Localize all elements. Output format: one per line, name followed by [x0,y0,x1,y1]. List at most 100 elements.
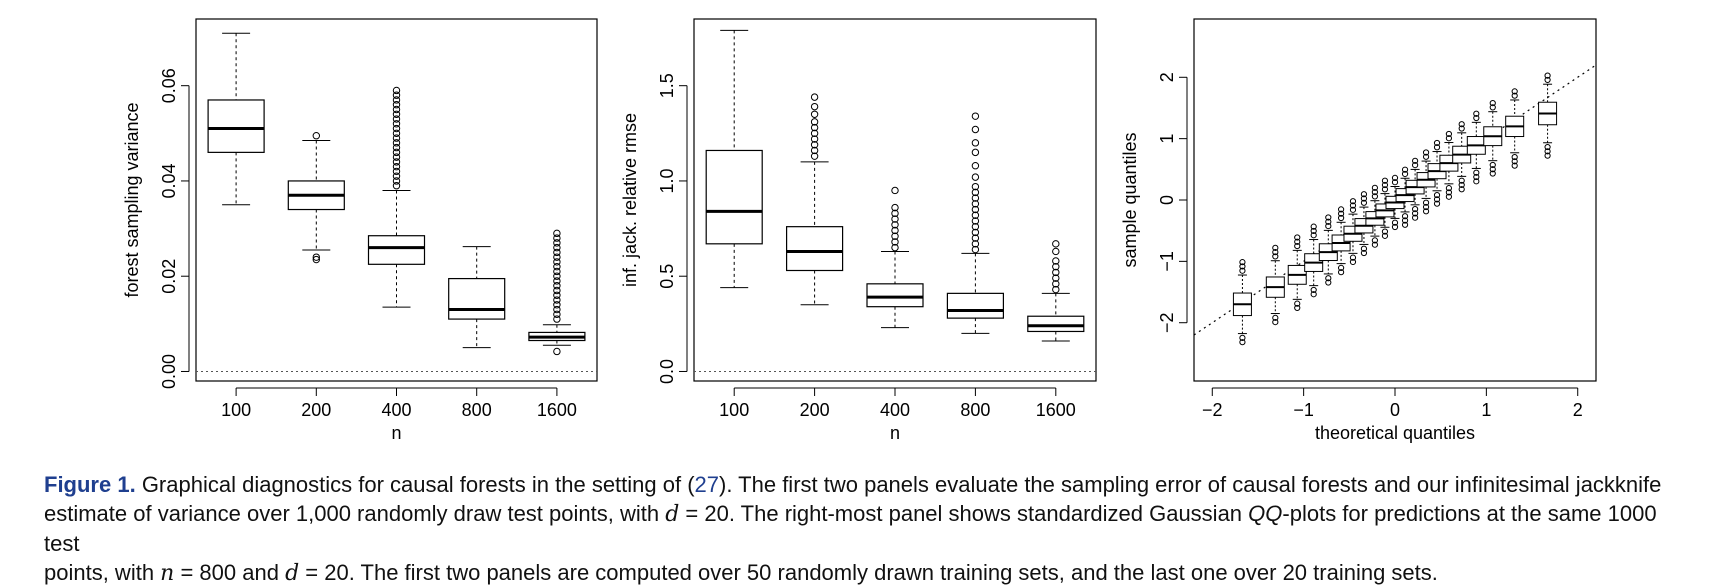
y-tick-label: 1.5 [657,73,677,98]
outlier-point [312,253,320,261]
qq-box [1466,110,1486,185]
outlier-point [553,277,561,285]
outlier-point [1422,203,1430,211]
outlier-point [1544,143,1551,151]
y-tick-label: 0.06 [159,68,179,103]
qq-box [1331,206,1351,276]
x-tick-label: 1600 [1036,400,1076,420]
outlier-point [1052,285,1060,294]
outlier-point [971,112,980,120]
y-axis-label: forest sampling variance [122,102,142,297]
outlier-point [1371,237,1379,244]
outlier-point [1433,200,1441,207]
outlier-point [1458,181,1465,189]
outlier-point [1544,152,1551,159]
outlier-point [810,118,819,126]
outlier-point [392,139,401,147]
outlier-point [1489,166,1496,173]
outlier-point [971,205,980,214]
outlier-point [392,182,401,190]
panel-forest-sampling-variance: 0.00 0.02 0.04 0.06 forest sampling variance… [122,18,598,443]
y-tick-label: 0.5 [657,264,677,289]
qq-box [1416,149,1436,215]
outlier-point [1422,153,1430,160]
caption-text: estimate of variance over 1,000 randomly… [44,501,666,526]
plot-frame [693,18,1097,382]
outlier-point [971,200,980,208]
outlier-point [392,120,401,128]
outlier-point [1272,244,1279,251]
caption-text: = 800 and [174,560,286,585]
outlier-point [1412,210,1419,217]
qq-box [1343,198,1363,266]
x-tick-label: −2 [1202,400,1223,420]
outlier-point [971,162,980,170]
outlier-point [1325,214,1332,221]
qq-box [1538,72,1558,159]
x-tick-label: 200 [800,400,830,420]
outlier-point [1052,257,1060,265]
outlier-point [392,124,401,133]
outlier-point [1360,245,1368,252]
box-iqr [448,277,506,320]
outlier-point [392,110,401,118]
x-tick-label: 2 [1573,400,1583,420]
y-tick-label: 0 [1157,195,1177,205]
x-tick-label: 0 [1390,400,1400,420]
caption-text: Graphical diagnostics for causal forests… [141,472,695,497]
outlier-point [1052,240,1060,248]
outlier-point [810,152,819,160]
caption-math: d [665,502,680,527]
outlier-point [1433,144,1441,151]
box-800 [448,246,506,349]
outlier-point [971,240,980,248]
outlier-point [1294,234,1301,241]
outlier-point [1511,162,1518,169]
outlier-point [1391,219,1399,226]
outlier-point [1052,268,1060,277]
outlier-point [392,86,401,95]
outlier-point [1371,241,1379,248]
outlier-point [1511,88,1518,95]
outlier-point [891,215,899,223]
qq-box [1439,130,1459,200]
outlier-point [553,253,561,261]
box-1600 [1027,240,1085,342]
outlier-point [1360,195,1368,202]
box-iqr [367,235,426,265]
outlier-point [553,243,561,252]
outlier-point [1337,214,1345,222]
outlier-point [392,96,401,104]
outlier-point [1544,72,1551,79]
box-iqr [1027,315,1085,333]
caption-reference-link[interactable]: 27 [694,472,720,497]
outlier-point [1391,174,1399,182]
outlier-point [1412,157,1419,164]
outlier-point [810,102,819,111]
outlier-point [392,129,401,138]
outlier-point [1391,223,1399,231]
outlier-point [1422,199,1430,206]
box-100 [207,32,265,206]
caption-text: points, with [44,560,161,585]
x-tick-label: 100 [221,400,251,420]
outlier-point [553,310,561,319]
figure-caption: Figure 1. Graphical diagnostics for caus… [44,470,1694,588]
outlier-point [1337,210,1345,217]
outlier-point [1511,92,1518,99]
box-100 [705,29,763,289]
outlier-point [1360,249,1368,257]
outlier-point [1458,121,1465,128]
outlier-point [1337,269,1345,276]
plot-frame [195,18,598,382]
qq-box [1505,88,1525,169]
outlier-point [1310,286,1317,294]
outlier-point [1473,114,1480,122]
outlier-point [1052,247,1060,256]
outlier-point [1349,258,1357,266]
outlier-point [1511,153,1518,161]
outlier-point [1052,274,1060,282]
outlier-point [1412,214,1419,221]
y-tick-label: 1.0 [657,168,677,193]
y-tick-label: 2 [1157,72,1177,82]
